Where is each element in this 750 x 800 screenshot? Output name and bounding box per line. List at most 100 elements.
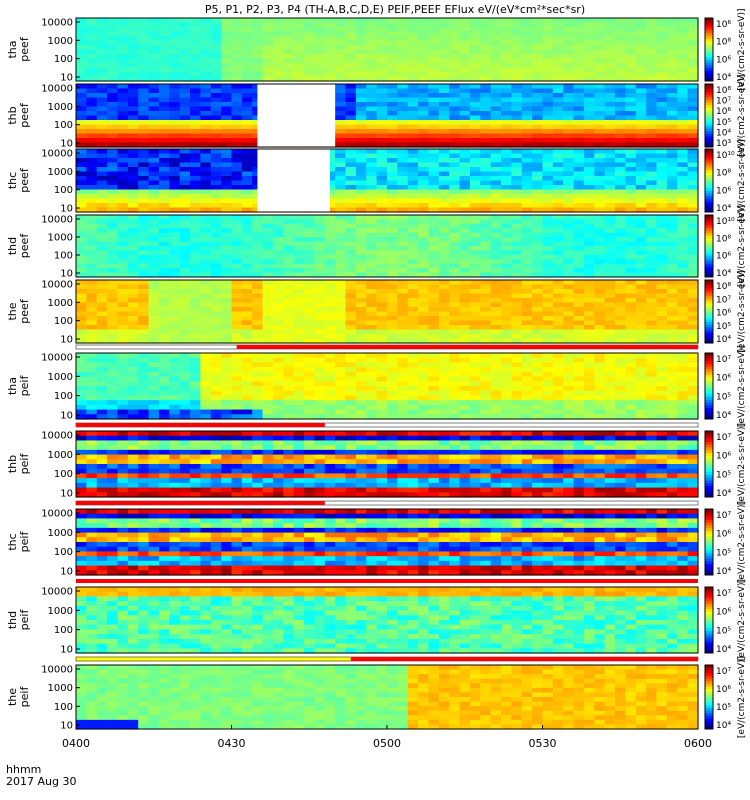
heatmap-cell: [594, 176, 606, 182]
heatmap-cell: [480, 194, 492, 200]
heatmap-cell: [107, 223, 119, 229]
heatmap-cell: [387, 189, 398, 195]
heatmap-cell: [573, 129, 585, 135]
heatmap-cell: [169, 142, 181, 148]
heatmap-cell: [387, 36, 398, 42]
heatmap-cell: [532, 88, 544, 94]
heatmap-cell: [179, 189, 191, 195]
colorbar-segment: [705, 78, 713, 82]
heatmap-cell: [407, 215, 419, 221]
heatmap-cell: [552, 316, 564, 322]
heatmap-cell: [418, 207, 430, 213]
heatmap-cell: [594, 302, 606, 308]
heatmap-cell: [169, 158, 181, 164]
heatmap-cell: [563, 129, 575, 135]
heatmap-cell: [511, 207, 523, 213]
heatmap-cell: [521, 93, 533, 99]
heatmap-cell: [469, 316, 481, 322]
heatmap-cell: [376, 58, 388, 64]
heatmap-cell: [158, 102, 170, 108]
heatmap-cell: [635, 272, 647, 278]
heatmap-cell: [532, 162, 544, 168]
heatmap-cell: [583, 280, 595, 286]
heatmap-cell: [76, 280, 87, 286]
heatmap-cell: [200, 334, 212, 340]
heatmap-cell: [646, 237, 658, 243]
heatmap-cell: [366, 40, 378, 46]
heatmap-cell: [293, 27, 305, 33]
heatmap-cell: [438, 320, 450, 326]
heatmap-cell: [563, 102, 575, 108]
colorbar-segment: [705, 264, 713, 268]
heatmap-cell: [449, 27, 461, 33]
heatmap-cell: [397, 284, 409, 290]
heatmap-cell: [501, 194, 512, 200]
heatmap-cell: [635, 223, 647, 229]
heatmap-cell: [96, 162, 108, 168]
heatmap-cell: [459, 237, 471, 243]
heatmap-cell: [76, 194, 87, 200]
heatmap-cell: [438, 158, 450, 164]
heatmap-cell: [210, 219, 222, 225]
heatmap-cell: [314, 307, 326, 313]
heatmap-cell: [635, 293, 647, 299]
heatmap-cell: [625, 272, 637, 278]
heatmap-cell: [272, 72, 284, 78]
heatmap-cell: [366, 106, 378, 112]
heatmap-cell: [501, 250, 512, 256]
heatmap-cell: [345, 54, 357, 60]
heatmap-cell: [335, 149, 347, 155]
heatmap-cell: [387, 106, 398, 112]
heatmap-cell: [96, 316, 108, 322]
colorbar-segment: [705, 18, 713, 22]
heatmap-cell: [635, 93, 647, 99]
heatmap-cell: [304, 289, 316, 295]
heatmap-cell: [615, 263, 627, 269]
heatmap-cell: [459, 106, 471, 112]
heatmap-cell: [231, 133, 243, 139]
heatmap-cell: [625, 158, 637, 164]
heatmap-cell: [490, 272, 502, 278]
heatmap-cell: [148, 371, 160, 378]
heatmap-cell: [604, 88, 616, 94]
heatmap-cell: [646, 250, 658, 256]
heatmap-cell: [76, 414, 87, 420]
colorbar-segment: [705, 282, 713, 286]
heatmap-cell: [407, 207, 419, 213]
heatmap-cell: [397, 219, 409, 225]
heatmap-cell: [366, 31, 378, 37]
heatmap-cell: [231, 219, 243, 225]
heatmap-cell: [625, 31, 637, 37]
heatmap-cell: [314, 376, 326, 382]
heatmap-cell: [407, 289, 419, 295]
heatmap-cell: [625, 289, 637, 295]
heatmap-cell: [646, 102, 658, 108]
heatmap-cell: [459, 171, 471, 177]
heatmap-cell: [387, 250, 398, 256]
heatmap-cell: [469, 189, 481, 195]
heatmap-cell: [511, 241, 523, 247]
panel-frame: [75, 214, 699, 278]
heatmap-cell: [625, 259, 637, 265]
heatmap-cell: [127, 357, 139, 364]
heatmap-cell: [107, 284, 119, 290]
heatmap-cell: [231, 180, 243, 186]
heatmap-cell: [158, 241, 170, 247]
heatmap-cell: [231, 395, 243, 401]
heatmap-cell: [521, 259, 533, 265]
heatmap-cell: [459, 284, 471, 290]
heatmap-cell: [366, 316, 378, 322]
heatmap-cell: [179, 298, 191, 304]
heatmap-cell: [635, 129, 647, 135]
heatmap-cell: [511, 284, 523, 290]
heatmap-cell: [615, 27, 627, 33]
heatmap-cell: [355, 88, 367, 94]
heatmap-cell: [148, 223, 160, 229]
heatmap-cell: [138, 404, 150, 411]
heatmap-cell: [283, 316, 295, 322]
heatmap-cell: [366, 153, 378, 159]
heatmap-cell: [283, 45, 295, 51]
heatmap-cell: [169, 22, 181, 28]
heatmap-cell: [127, 329, 139, 335]
heatmap-cell: [552, 88, 564, 94]
